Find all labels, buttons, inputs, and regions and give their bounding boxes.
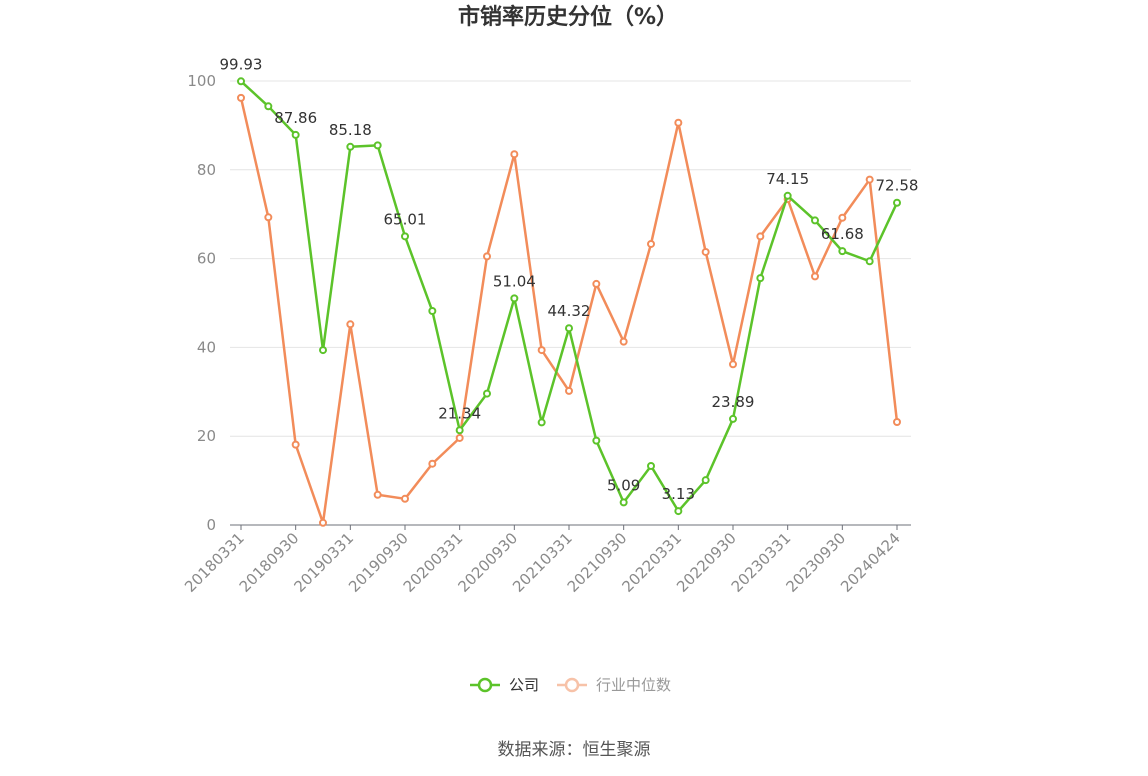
data-point[interactable] — [729, 414, 737, 423]
data-point[interactable] — [346, 320, 355, 329]
series-layer — [237, 77, 901, 527]
data-point[interactable] — [510, 294, 519, 303]
data-point[interactable] — [674, 507, 683, 516]
data-label: 99.93 — [220, 55, 263, 73]
data-point[interactable] — [237, 77, 245, 86]
data-point[interactable] — [619, 498, 628, 507]
series-company — [237, 77, 901, 516]
data-point[interactable] — [756, 232, 765, 241]
data-point[interactable] — [838, 247, 847, 256]
legend-item-industry-median[interactable]: 行业中位数 — [557, 676, 671, 694]
data-label: 21.34 — [438, 404, 481, 422]
data-point[interactable] — [510, 150, 519, 159]
data-point[interactable] — [865, 175, 874, 184]
data-point[interactable] — [893, 417, 901, 426]
legend-label: 行业中位数 — [596, 676, 671, 694]
data-point[interactable] — [428, 306, 437, 315]
data-point[interactable] — [729, 360, 737, 369]
legend[interactable]: 公司 行业中位数 — [470, 676, 671, 694]
legend-marker — [477, 677, 493, 693]
data-label: 3.13 — [662, 485, 695, 503]
data-label: 5.09 — [607, 476, 640, 494]
legend-marker — [564, 677, 580, 693]
data-point[interactable] — [319, 518, 327, 527]
data-label: 51.04 — [493, 272, 536, 290]
data-label: 85.18 — [329, 121, 372, 139]
data-point[interactable] — [537, 418, 546, 427]
y-tick-label: 20 — [197, 427, 216, 445]
data-point[interactable] — [483, 389, 491, 398]
data-point[interactable] — [401, 232, 409, 241]
data-label: 74.15 — [766, 170, 809, 188]
series-industry-median — [237, 93, 901, 527]
data-point[interactable] — [291, 440, 300, 449]
y-tick-label: 80 — [197, 161, 216, 179]
data-label: 61.68 — [821, 225, 864, 243]
data-label: 72.58 — [876, 177, 919, 195]
y-tick-label: 0 — [206, 516, 216, 534]
x-axis: 2018033120180930201903312019093020200331… — [181, 524, 911, 596]
data-point[interactable] — [565, 324, 573, 333]
legend-item-company[interactable]: 公司 — [470, 676, 539, 694]
data-point[interactable] — [592, 436, 601, 445]
y-tick-label: 40 — [197, 338, 216, 356]
data-point[interactable] — [701, 476, 710, 485]
y-axis: 0 20 40 60 80 100 — [187, 72, 216, 534]
data-point[interactable] — [565, 386, 573, 395]
data-point[interactable] — [701, 247, 710, 256]
data-point[interactable] — [674, 118, 683, 127]
data-label: 23.89 — [712, 393, 755, 411]
data-point[interactable] — [592, 279, 601, 288]
data-point[interactable] — [428, 459, 437, 468]
source-note: 数据来源：恒生聚源 — [498, 740, 651, 760]
data-point[interactable] — [264, 102, 273, 111]
data-point[interactable] — [401, 494, 409, 503]
data-point[interactable] — [455, 426, 464, 435]
data-label: 87.86 — [274, 109, 317, 127]
data-point[interactable] — [264, 213, 273, 222]
legend-label: 公司 — [509, 676, 539, 694]
data-point[interactable] — [455, 433, 464, 442]
data-point[interactable] — [346, 142, 355, 151]
data-point[interactable] — [373, 490, 382, 499]
chart-title: 市销率历史分位（%） — [458, 4, 678, 30]
data-point[interactable] — [537, 346, 546, 355]
data-labels: 99.93 87.86 85.18 65.01 21.34 51.04 44.32 5.09 3… — [220, 55, 919, 503]
data-point[interactable] — [647, 239, 655, 248]
data-point[interactable] — [373, 141, 382, 150]
data-point[interactable] — [756, 274, 765, 283]
data-point[interactable] — [319, 346, 327, 355]
x-tick-label: 20240424 — [837, 529, 904, 596]
data-point[interactable] — [838, 213, 847, 222]
data-point[interactable] — [811, 272, 819, 281]
series-line — [240, 80, 899, 513]
data-label: 65.01 — [384, 210, 427, 228]
data-point[interactable] — [893, 198, 901, 207]
data-point[interactable] — [619, 337, 628, 346]
data-point[interactable] — [483, 252, 491, 261]
data-point[interactable] — [783, 191, 792, 200]
data-label: 44.32 — [548, 302, 591, 320]
data-point[interactable] — [291, 130, 300, 139]
y-tick-label: 60 — [197, 250, 216, 268]
data-point[interactable] — [811, 216, 819, 225]
data-point[interactable] — [647, 461, 655, 470]
data-point[interactable] — [865, 257, 874, 266]
y-tick-label: 100 — [187, 72, 216, 90]
data-point[interactable] — [237, 93, 245, 102]
grid — [230, 80, 911, 437]
